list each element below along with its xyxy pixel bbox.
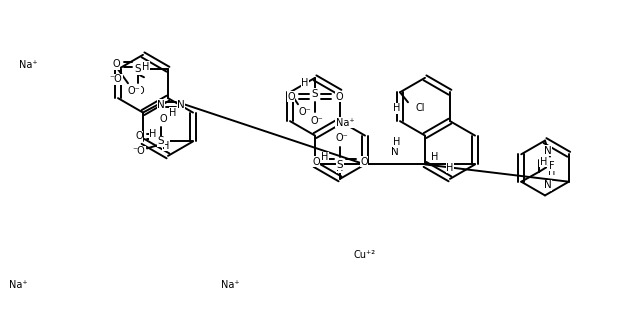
- Text: H: H: [322, 152, 329, 162]
- Text: H: H: [149, 129, 157, 139]
- Text: O: O: [312, 157, 320, 167]
- Text: Na⁺: Na⁺: [221, 280, 239, 290]
- Text: O⁻: O⁻: [299, 107, 311, 117]
- Text: H: H: [162, 141, 170, 151]
- Text: F: F: [549, 161, 555, 171]
- Text: O: O: [335, 92, 343, 102]
- Text: O: O: [360, 157, 368, 167]
- Text: ⁻O: ⁻O: [133, 146, 146, 156]
- Text: Cu⁺²: Cu⁺²: [354, 250, 376, 260]
- Text: O⁻: O⁻: [335, 133, 348, 143]
- Text: H: H: [301, 78, 309, 88]
- Text: S: S: [158, 136, 165, 146]
- Text: O: O: [112, 59, 120, 69]
- Text: Na⁺: Na⁺: [335, 118, 354, 128]
- Text: O⁻: O⁻: [128, 86, 141, 96]
- Text: Cl: Cl: [415, 103, 425, 113]
- Text: O: O: [159, 114, 167, 125]
- Text: O⁻: O⁻: [311, 116, 323, 126]
- Text: N: N: [544, 180, 552, 191]
- Text: H: H: [539, 157, 547, 167]
- Text: H: H: [446, 163, 454, 173]
- Text: Na⁺: Na⁺: [19, 60, 37, 70]
- Text: H: H: [393, 138, 401, 147]
- Text: O: O: [135, 132, 143, 141]
- Text: H: H: [336, 163, 344, 173]
- Text: S: S: [311, 89, 318, 99]
- Text: N: N: [157, 100, 165, 110]
- Text: H: H: [169, 107, 177, 118]
- Text: S: S: [135, 64, 141, 74]
- Text: O: O: [287, 92, 295, 102]
- Text: N: N: [177, 100, 185, 110]
- Text: H: H: [142, 62, 149, 72]
- Text: H: H: [393, 103, 401, 113]
- Text: H: H: [548, 167, 555, 177]
- Text: N: N: [544, 146, 552, 156]
- Text: Na⁺: Na⁺: [9, 280, 27, 290]
- Text: O: O: [136, 86, 144, 96]
- Text: ⁻O: ⁻O: [110, 74, 122, 84]
- Text: H: H: [431, 152, 439, 162]
- Text: N: N: [391, 147, 399, 158]
- Text: S: S: [337, 160, 343, 170]
